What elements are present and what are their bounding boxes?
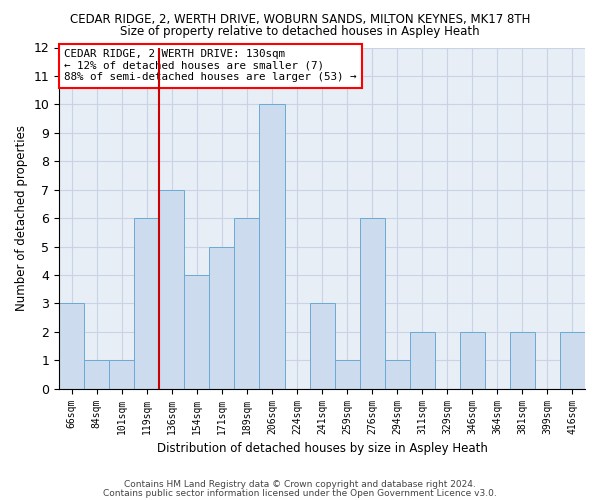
Bar <box>209 246 235 388</box>
Bar <box>84 360 109 388</box>
Bar <box>259 104 284 389</box>
Bar <box>560 332 585 388</box>
Bar <box>335 360 359 388</box>
Bar <box>510 332 535 388</box>
Bar <box>109 360 134 388</box>
X-axis label: Distribution of detached houses by size in Aspley Heath: Distribution of detached houses by size … <box>157 442 488 455</box>
Text: Size of property relative to detached houses in Aspley Heath: Size of property relative to detached ho… <box>120 25 480 38</box>
Text: CEDAR RIDGE, 2 WERTH DRIVE: 130sqm
← 12% of detached houses are smaller (7)
88% : CEDAR RIDGE, 2 WERTH DRIVE: 130sqm ← 12%… <box>64 49 357 82</box>
Bar <box>359 218 385 388</box>
Bar <box>160 190 184 388</box>
Bar <box>410 332 435 388</box>
Bar <box>134 218 160 388</box>
Text: CEDAR RIDGE, 2, WERTH DRIVE, WOBURN SANDS, MILTON KEYNES, MK17 8TH: CEDAR RIDGE, 2, WERTH DRIVE, WOBURN SAND… <box>70 12 530 26</box>
Bar <box>59 304 84 388</box>
Bar <box>385 360 410 388</box>
Text: Contains HM Land Registry data © Crown copyright and database right 2024.: Contains HM Land Registry data © Crown c… <box>124 480 476 489</box>
Bar <box>310 304 335 388</box>
Y-axis label: Number of detached properties: Number of detached properties <box>15 125 28 311</box>
Text: Contains public sector information licensed under the Open Government Licence v3: Contains public sector information licen… <box>103 488 497 498</box>
Bar <box>460 332 485 388</box>
Bar <box>235 218 259 388</box>
Bar <box>184 275 209 388</box>
